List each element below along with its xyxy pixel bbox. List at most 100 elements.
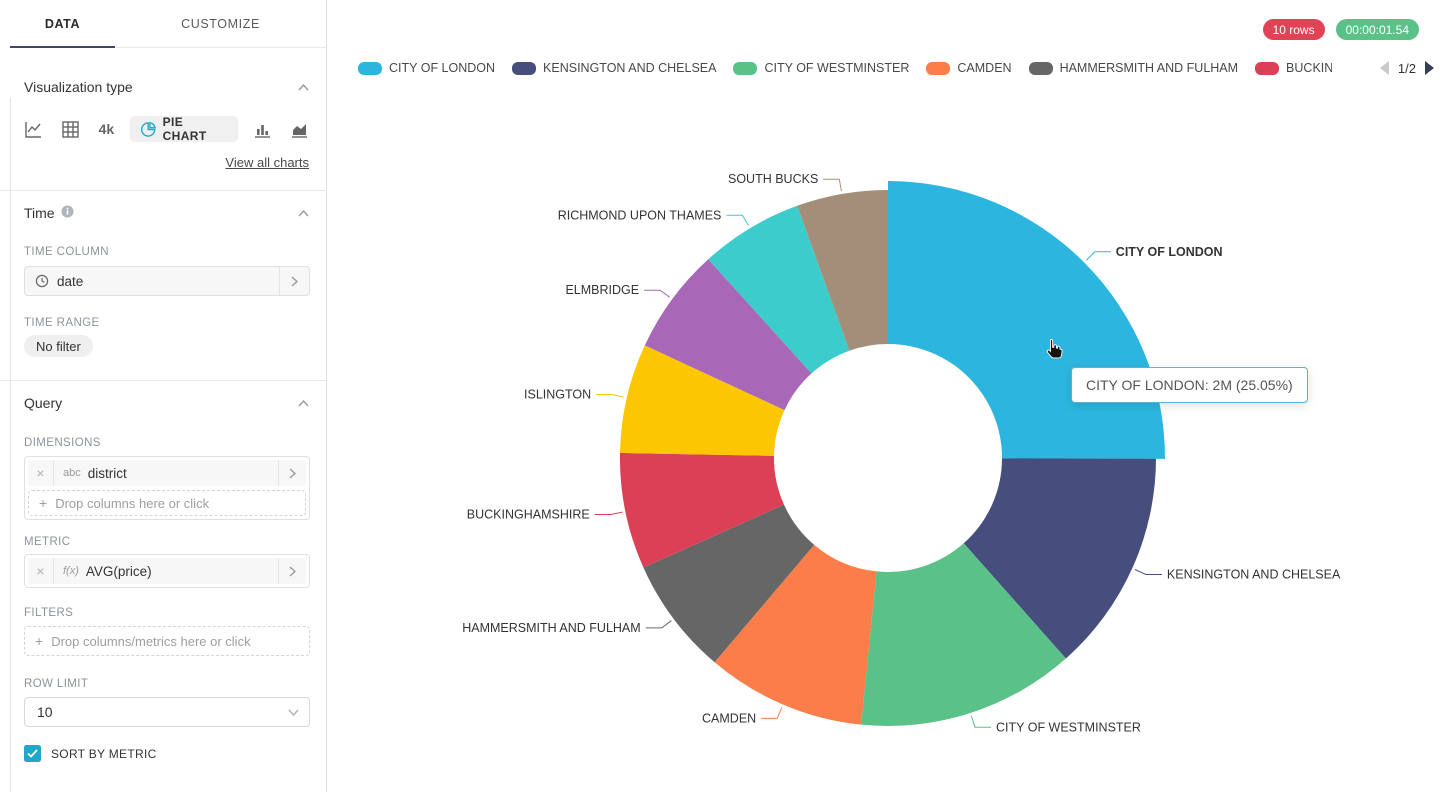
pie-slice-elmbridge[interactable] <box>644 259 812 411</box>
legend-swatch <box>512 61 537 75</box>
slice-label: KENSINGTON AND CHELSEA <box>1167 568 1341 582</box>
slice-label: RICHMOND UPON THAMES <box>558 208 722 222</box>
legend-item[interactable]: HAMMERSMITH AND FULHAM <box>1028 61 1239 75</box>
query-title: Query <box>24 395 63 411</box>
chevron-up-icon <box>298 83 309 90</box>
legend-next-icon[interactable] <box>1425 61 1434 75</box>
view-all-charts-link[interactable]: View all charts <box>225 155 309 170</box>
dimensions-dropzone[interactable]: + Drop columns here or click <box>28 490 306 516</box>
slice-leader-line <box>970 715 991 728</box>
legend-pager: 1/2 <box>1379 58 1434 78</box>
remove-icon[interactable]: × <box>28 460 54 486</box>
query-status-badges: 10 rows 00:00:01.54 <box>1262 19 1419 40</box>
legend-item[interactable]: BUCKINGHAMSHIRE <box>1255 61 1332 75</box>
hand-cursor-icon <box>1046 339 1063 359</box>
collapsed-datasource-panel-edge[interactable] <box>10 97 11 792</box>
metric-label: METRIC <box>24 536 71 548</box>
legend-prev-icon[interactable] <box>1379 61 1389 75</box>
legend-item[interactable]: CAMDEN <box>926 61 1012 75</box>
pie-chart-icon <box>141 121 157 137</box>
pie-chart-selected-button[interactable]: PIE CHART <box>130 115 239 143</box>
expand-control-icon[interactable] <box>278 558 306 584</box>
pie-slice-buckinghamshire[interactable] <box>619 452 784 568</box>
row-limit-select[interactable]: 10 <box>24 697 310 727</box>
dimensions-placeholder: Drop columns here or click <box>55 495 210 511</box>
viz-type-title: Visualization type <box>24 79 133 95</box>
query-section-header[interactable]: Query <box>24 393 309 413</box>
sort-by-metric-label: SORT BY METRIC <box>51 746 157 761</box>
slice-leader-line <box>726 214 750 226</box>
pie-slice-hammersmith-and-fulham[interactable] <box>643 504 815 663</box>
line-chart-icon[interactable] <box>24 119 43 139</box>
dimensions-label: DIMENSIONS <box>24 437 101 449</box>
viz-type-shortcuts: 4k PIE CHART <box>24 115 309 143</box>
checkbox-checked-icon[interactable] <box>24 745 41 762</box>
slice-label: CITY OF WESTMINSTER <box>996 720 1141 734</box>
chart-area: 10 rows 00:00:01.54 CITY OF LONDON KENSIN… <box>328 0 1442 792</box>
row-count-badge[interactable]: 10 rows <box>1262 19 1325 40</box>
column-type-tag: abc <box>63 467 81 479</box>
time-column-label: TIME COLUMN <box>24 246 109 258</box>
legend-item[interactable]: CITY OF WESTMINSTER <box>733 61 909 75</box>
legend-label: HAMMERSMITH AND FULHAM <box>1059 61 1239 75</box>
slice-label: CITY OF LONDON <box>1116 245 1223 259</box>
section-divider <box>0 190 326 191</box>
pie-slice-camden[interactable] <box>714 544 877 725</box>
chart-legend: CITY OF LONDON KENSINGTON AND CHELSEA CITY… <box>358 58 1332 78</box>
slice-leader-line <box>594 511 623 515</box>
slice-leader-line <box>596 394 625 398</box>
pie-slice-city-of-london[interactable] <box>888 180 1166 459</box>
slice-leader-line <box>645 620 672 629</box>
legend-swatch <box>926 61 951 75</box>
dimensions-control: × abc district + Drop columns here or cl… <box>24 456 310 520</box>
pie-slice-city-of-westminster[interactable] <box>861 543 1066 726</box>
slice-label: CAMDEN <box>702 711 756 725</box>
pie-slice-richmond-upon-thames[interactable] <box>708 205 850 374</box>
area-chart-icon[interactable] <box>290 119 309 139</box>
legend-label: KENSINGTON AND CHELSEA <box>543 61 717 75</box>
dimension-value: district <box>87 465 127 481</box>
chevron-up-icon <box>298 399 309 406</box>
remove-icon[interactable]: × <box>28 558 54 584</box>
chevron-up-icon <box>298 209 309 216</box>
legend-swatch <box>733 61 758 75</box>
query-duration-badge: 00:00:01.54 <box>1335 19 1419 40</box>
sort-by-metric-control[interactable]: SORT BY METRIC <box>24 745 157 762</box>
filters-dropzone[interactable]: + Drop columns/metrics here or click <box>24 626 310 656</box>
time-column-field[interactable]: date <box>24 266 310 296</box>
dimension-chip-district[interactable]: × abc district <box>28 460 306 486</box>
filters-placeholder: Drop columns/metrics here or click <box>51 633 251 649</box>
bar-chart-icon[interactable] <box>252 119 271 139</box>
time-column-value: date <box>57 273 84 289</box>
expand-control-icon[interactable] <box>278 460 306 486</box>
pie-slice-south-bucks[interactable] <box>797 189 888 351</box>
tab-data[interactable]: DATA <box>10 0 115 48</box>
legend-swatch <box>1255 61 1280 75</box>
chart-tooltip: CITY OF LONDON: 2M (25.05%) <box>1071 367 1308 403</box>
time-title: Time <box>24 205 55 221</box>
slice-leader-line <box>1085 251 1111 261</box>
legend-item[interactable]: KENSINGTON AND CHELSEA <box>512 61 716 75</box>
viz-type-section-header[interactable]: Visualization type <box>24 77 309 97</box>
clock-icon <box>35 274 49 288</box>
legend-item[interactable]: CITY OF LONDON <box>358 61 495 75</box>
time-section-header[interactable]: Time <box>24 203 309 223</box>
metric-value: AVG(price) <box>85 563 152 579</box>
row-limit-value: 10 <box>37 704 53 720</box>
big-number-icon[interactable]: 4k <box>98 121 115 137</box>
table-icon[interactable] <box>61 119 80 139</box>
legend-label: CITY OF WESTMINSTER <box>764 61 910 75</box>
info-icon <box>61 205 74 221</box>
time-range-value-button[interactable]: No filter <box>24 335 93 357</box>
tab-customize[interactable]: CUSTOMIZE <box>115 0 326 47</box>
expand-control-icon[interactable] <box>279 267 309 295</box>
pie-slice-islington[interactable] <box>620 345 785 456</box>
metric-control: × f(x) AVG(price) <box>24 554 310 588</box>
row-limit-label: ROW LIMIT <box>24 678 89 690</box>
pie-slice-kensington-and-chelsea[interactable] <box>963 458 1156 659</box>
slice-leader-line <box>1134 569 1162 575</box>
metric-chip-avg-price[interactable]: × f(x) AVG(price) <box>28 558 306 584</box>
legend-label: CITY OF LONDON <box>389 61 496 75</box>
legend-swatch <box>358 61 382 75</box>
